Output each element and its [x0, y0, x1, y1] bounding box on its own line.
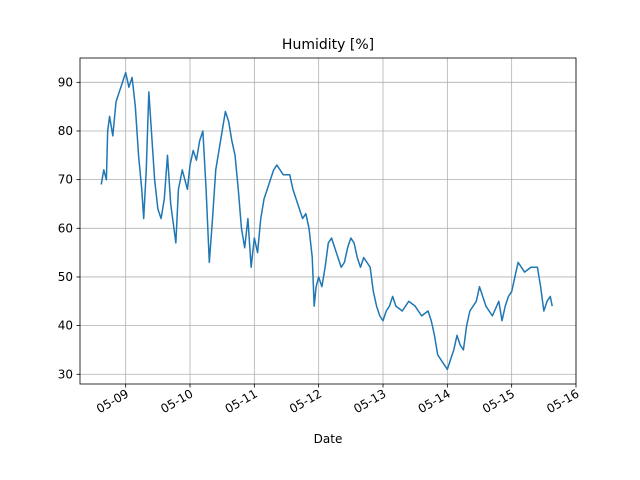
x-tick-label: 05-09: [94, 386, 131, 416]
x-tick-label: 05-11: [223, 386, 260, 416]
y-tick-label: 70: [58, 173, 73, 187]
data-line: [100, 71, 553, 371]
plot-frame: [79, 57, 577, 385]
x-tick-label: 05-16: [544, 386, 581, 416]
y-tick-label: 60: [58, 221, 73, 235]
y-tick-label: 30: [58, 367, 73, 381]
y-tick-label: 50: [58, 270, 73, 284]
y-tick-label: 40: [58, 319, 73, 333]
chart-title: Humidity [%]: [282, 37, 374, 53]
y-tick-label: 80: [58, 124, 73, 138]
x-tick-label: 05-12: [287, 386, 324, 416]
x-axis-label: Date: [314, 432, 343, 446]
y-tick-label: 90: [58, 75, 73, 89]
x-tick-label: 05-10: [158, 386, 195, 416]
x-tick-label: 05-13: [351, 386, 388, 416]
x-tick-label: 05-15: [480, 386, 517, 416]
x-tick-label: 05-14: [416, 386, 453, 416]
